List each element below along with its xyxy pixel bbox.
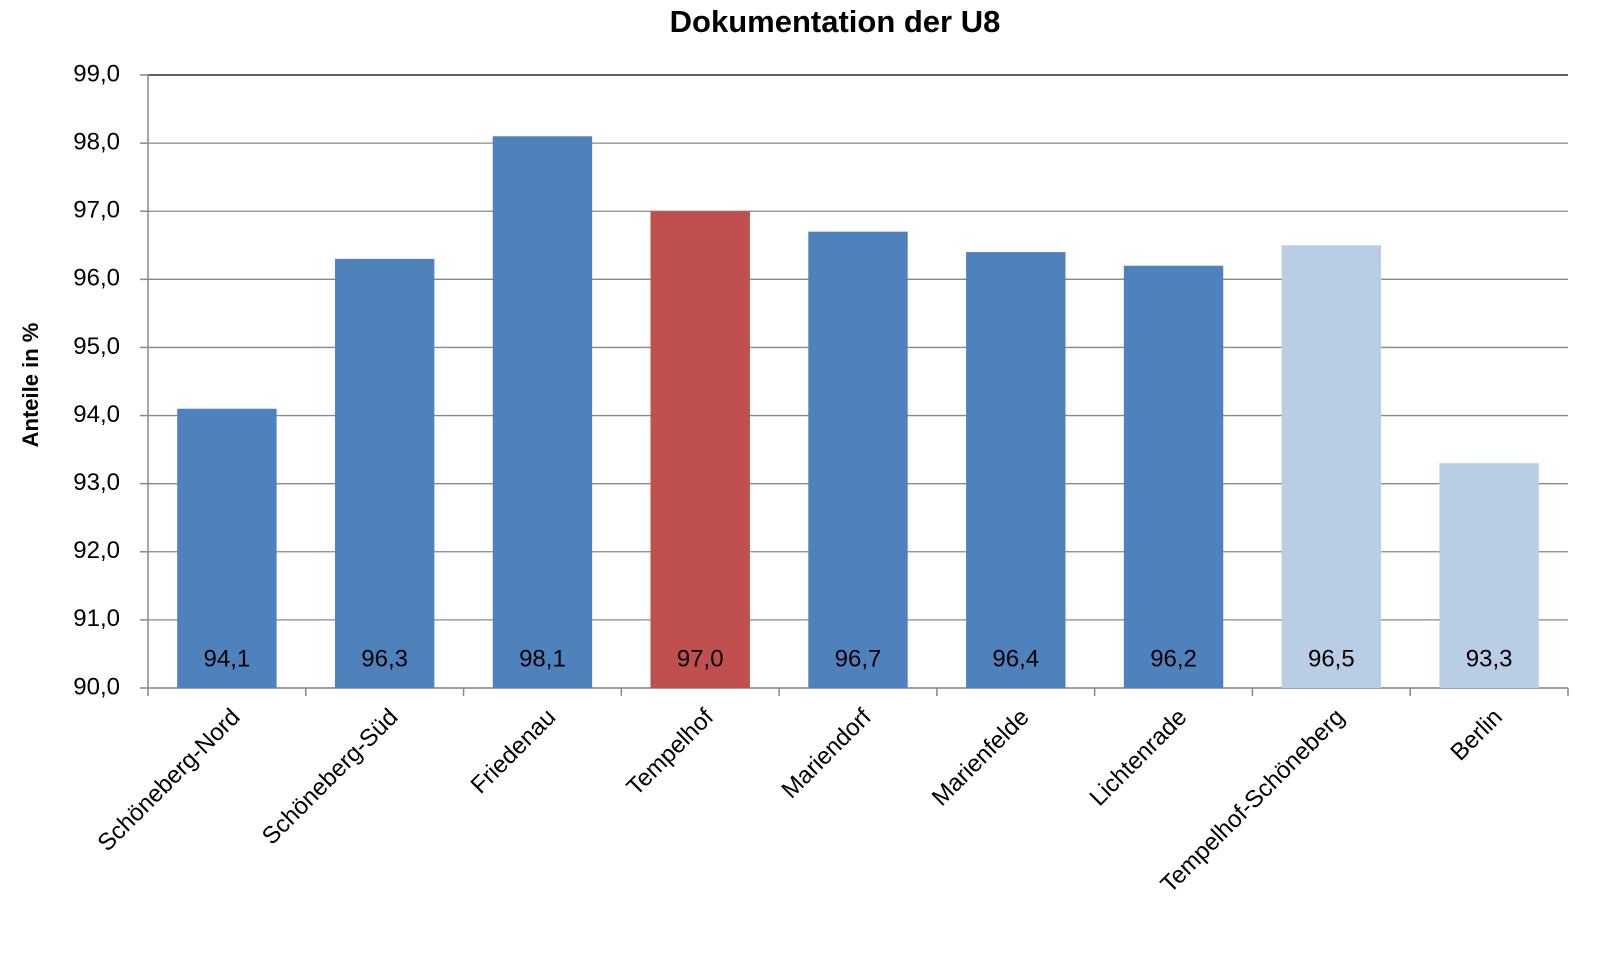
y-tick-label: 95,0 bbox=[73, 333, 120, 360]
bar bbox=[966, 252, 1066, 689]
bar bbox=[1439, 463, 1539, 688]
bar bbox=[1281, 245, 1382, 688]
chart-title: Dokumentation der U8 bbox=[670, 4, 1001, 39]
x-tick-label: Berlin bbox=[1445, 704, 1507, 766]
bar bbox=[808, 231, 908, 688]
y-tick-label: 98,0 bbox=[73, 128, 120, 155]
data-label: 96,3 bbox=[361, 645, 408, 672]
y-tick-label: 93,0 bbox=[73, 469, 120, 496]
y-tick-label: 96,0 bbox=[73, 265, 120, 292]
data-label: 97,0 bbox=[677, 645, 724, 672]
y-tick-label: 90,0 bbox=[73, 673, 120, 700]
data-label: 93,3 bbox=[1466, 645, 1513, 672]
y-tick-label: 99,0 bbox=[73, 60, 120, 87]
data-label: 94,1 bbox=[204, 645, 251, 672]
bar bbox=[1123, 265, 1224, 688]
x-tick-label: Lichtenrade bbox=[1084, 704, 1192, 812]
bar bbox=[177, 408, 277, 688]
bar bbox=[650, 211, 750, 688]
data-label: 96,5 bbox=[1308, 645, 1355, 672]
x-tick-label: Marienfelde bbox=[927, 704, 1035, 812]
bar bbox=[492, 136, 593, 689]
y-tick-label: 97,0 bbox=[73, 197, 120, 224]
data-label: 96,2 bbox=[1150, 645, 1197, 672]
y-tick-label: 94,0 bbox=[73, 401, 120, 428]
x-tick-label: Friedenau bbox=[466, 704, 562, 800]
y-tick-label: 92,0 bbox=[73, 537, 120, 564]
data-label: 96,7 bbox=[835, 645, 882, 672]
y-axis-label: Anteile in % bbox=[18, 323, 43, 448]
x-tick-label: Tempelhof bbox=[622, 703, 720, 801]
x-tick-label: Mariendorf bbox=[777, 703, 877, 803]
bar bbox=[334, 258, 435, 688]
y-tick-label: 91,0 bbox=[73, 605, 120, 632]
data-label: 98,1 bbox=[519, 645, 566, 672]
x-tick-label: Schöneberg-Nord bbox=[93, 704, 246, 857]
x-tick-label: Schöneberg-Süd bbox=[257, 704, 403, 850]
x-tick-label: Tempelhof-Schöneberg bbox=[1155, 704, 1350, 899]
data-label: 96,4 bbox=[992, 645, 1039, 672]
